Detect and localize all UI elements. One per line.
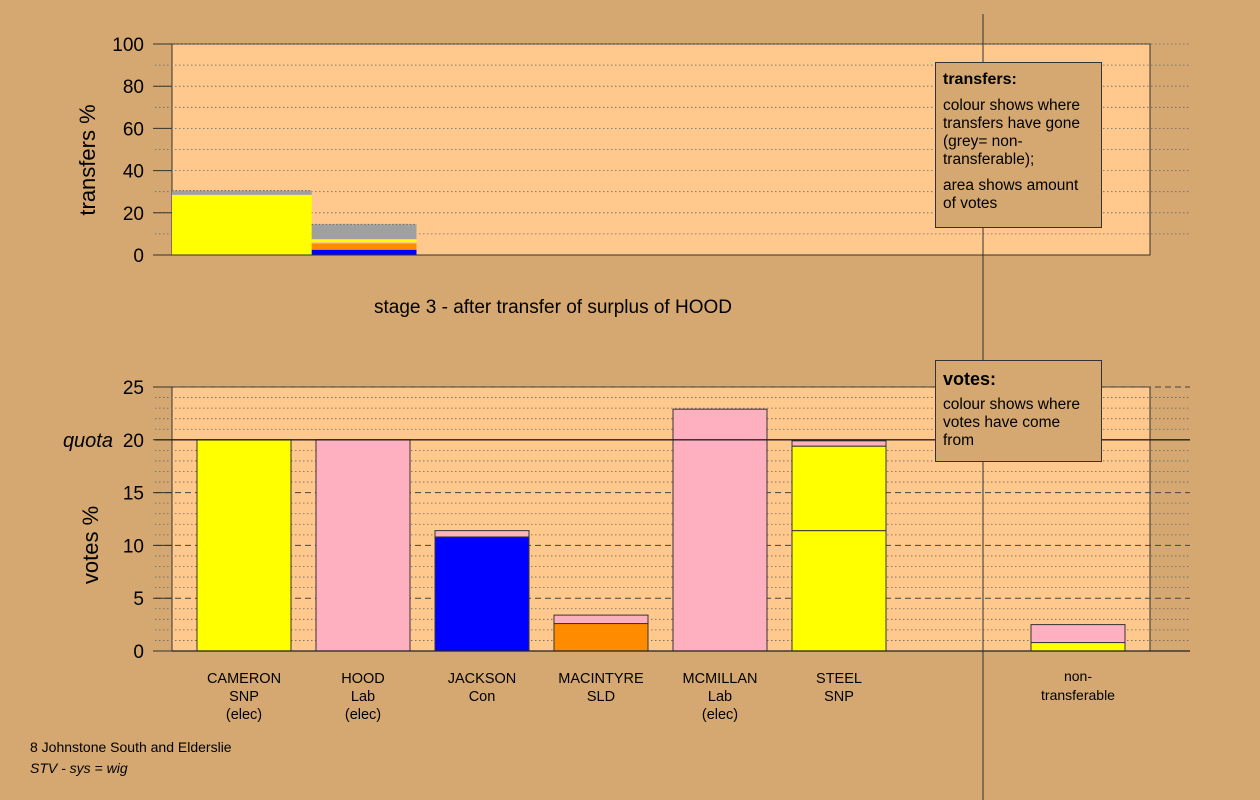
candidate-party: SNP [229, 689, 259, 705]
system-label: STV - sys = wig [30, 760, 128, 776]
vote-segment-snp [791, 445, 887, 532]
votes-tick-label: 10 [123, 536, 144, 557]
transfers-tick-label: 60 [123, 119, 144, 140]
votes-chart: CAMERON SNP (elec) HOOD Lab (elec) JACKSON Con M… [63, 378, 1190, 723]
transfer-segment-con [311, 249, 417, 255]
votes-tick-label: 20 [123, 431, 144, 452]
nontransferable-label: non- [1064, 668, 1092, 684]
transfers-tick-label: 40 [123, 162, 144, 183]
transfer-segment-snp [172, 194, 312, 255]
vote-segment-con [434, 536, 530, 652]
vote-segment-lab [434, 530, 530, 538]
transfer-segment-nontransferable [311, 224, 417, 240]
votes-tick-label: 15 [123, 484, 144, 505]
transfer-segment-sld [311, 243, 417, 250]
vote-segment-sld [553, 623, 649, 652]
transfers-axis-label: transfers % [75, 104, 100, 215]
votes-axis-label: votes % [78, 506, 103, 584]
votes-tick-label: 5 [133, 589, 144, 610]
candidate-name: MACINTYRE [558, 671, 644, 687]
transfers-tick-label: 0 [133, 246, 144, 267]
nontransferable-label: transferable [1041, 687, 1115, 703]
vote-segment-snp [791, 530, 887, 652]
vote-segment-lab [315, 439, 411, 652]
transfer-segment-nontransferable [172, 190, 312, 195]
transfer-segment-snp [311, 239, 417, 243]
transfers-tick-label: 80 [123, 77, 144, 98]
votes-tick-label: 25 [123, 378, 144, 399]
transfers-legend-title: transfers: [943, 71, 1017, 88]
votes-legend: votes: colour shows where votes have com… [935, 360, 1102, 462]
vote-segment-lab [553, 614, 649, 625]
candidate-name: JACKSON [448, 671, 517, 687]
transfers-legend: transfers: colour shows where transfers … [935, 62, 1102, 228]
vote-segment-lab [672, 408, 768, 652]
transfers-tick-label: 100 [112, 35, 144, 56]
nontransferable-segment-snp [1030, 642, 1126, 652]
nontransferable-segment-lab [1030, 624, 1126, 644]
candidate-status: (elec) [345, 707, 381, 723]
constituency-name: 8 Johnstone South and Elderslie [30, 739, 232, 755]
candidate-name: CAMERON [207, 671, 281, 687]
candidate-name: HOOD [341, 671, 385, 687]
votes-tick-label: 0 [133, 642, 144, 663]
transfer-segment-lab [311, 242, 417, 244]
candidate-status: (elec) [226, 707, 262, 723]
candidate-party: Con [469, 689, 496, 705]
vote-segment-lab [791, 440, 887, 447]
candidate-party: Lab [351, 689, 375, 705]
transfers-legend-line-2: area shows amount of votes [943, 177, 1079, 212]
vote-segment-snp [196, 439, 292, 652]
votes-legend-line-1: colour shows where votes have come from [943, 396, 1080, 449]
candidate-party: Lab [708, 689, 732, 705]
candidate-party: SNP [824, 689, 854, 705]
candidate-party: SLD [587, 689, 615, 705]
candidate-name: MCMILLAN [683, 671, 758, 687]
quota-label: quota [63, 430, 113, 452]
transfers-legend-line-1: colour shows where transfers have gone (… [943, 97, 1081, 168]
stage-title: stage 3 - after transfer of surplus of H… [374, 297, 732, 318]
candidate-name: STEEL [816, 671, 862, 687]
candidate-status: (elec) [702, 707, 738, 723]
votes-legend-title: votes: [943, 369, 997, 389]
transfers-tick-label: 20 [123, 204, 144, 225]
